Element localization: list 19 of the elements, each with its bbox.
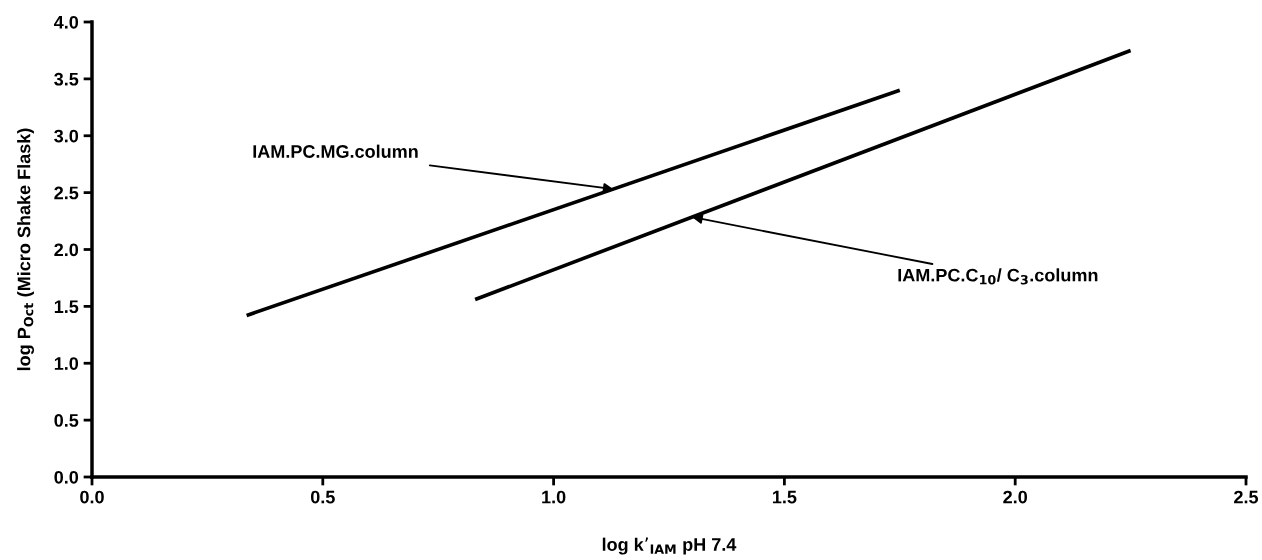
x-tick-label: 0.0	[80, 490, 104, 504]
y-axis-title: log P$_{Oct}$ (Micro Shake Flask)	[17, 128, 35, 371]
y-tick-label: 3.5	[54, 72, 79, 86]
x-tick-label: 2.0	[1003, 490, 1028, 504]
y-tick-label: 1.5	[54, 300, 79, 314]
x-tick-label: 0.5	[310, 490, 335, 504]
y-tick-label: 2.5	[54, 186, 79, 200]
x-axis-title: log k’$_{IAM}$ pH 7.4	[602, 537, 737, 555]
y-tick-label: 1.0	[54, 357, 79, 370]
y-tick-label: 4.0	[53, 15, 79, 29]
x-tick-label: 1.5	[772, 490, 797, 504]
y-tick-label: 0.5	[54, 414, 79, 427]
x-tick-label: 2.5	[1234, 490, 1259, 504]
y-tick-label: 0.0	[54, 470, 79, 484]
y-tick-label: 2.0	[54, 243, 79, 257]
annotation: IAM.PC.C$_{10}$/ C$_{3}$.column	[898, 268, 1098, 285]
x-tick-label: 1.0	[542, 490, 566, 504]
y-tick-label: 3.0	[54, 129, 79, 143]
annotation: IAM.PC.MG.column	[253, 144, 418, 158]
